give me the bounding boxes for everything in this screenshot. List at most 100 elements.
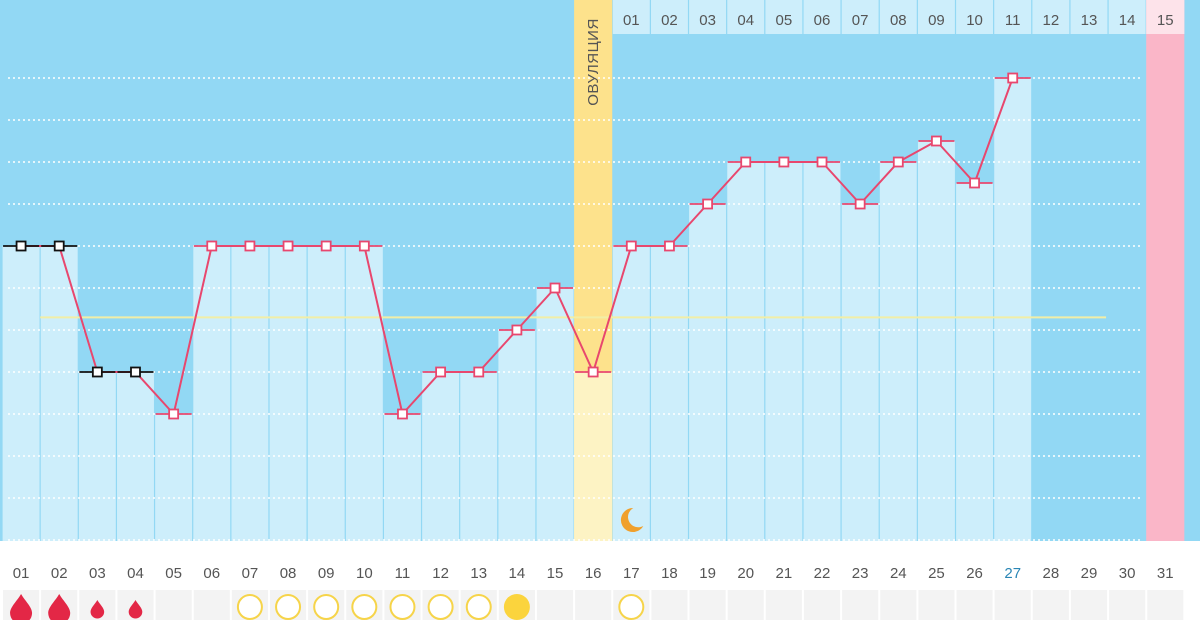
luteal-header-cell (841, 0, 879, 34)
day-label: 02 (51, 565, 68, 582)
luteal-header-cell (917, 0, 955, 34)
data-point (549, 282, 561, 294)
day-label: 05 (165, 565, 182, 582)
day-label: 30 (1119, 565, 1136, 582)
data-point (206, 240, 218, 252)
symptom-cell (1147, 590, 1184, 620)
luteal-day-label: 01 (623, 12, 640, 29)
day-axis: 01 02 03 04 05 06 07 08 09 10 11 12 13 14 15 16 17 18 19 20… (13, 565, 1174, 582)
data-point (130, 366, 141, 378)
day-label: 10 (356, 565, 373, 582)
day-bar (765, 162, 803, 541)
data-point (244, 240, 256, 252)
day-label: 04 (127, 565, 144, 582)
luteal-day-label: 02 (661, 12, 678, 29)
day-label: 28 (1043, 565, 1060, 582)
luteal-day-label: 05 (776, 12, 793, 29)
day-label: 16 (585, 565, 602, 582)
day-bar (307, 246, 345, 541)
luteal-header-cell (956, 0, 994, 34)
luteal-day-label: 09 (928, 12, 945, 29)
luteal-header-cell (1070, 0, 1108, 34)
day-bar (231, 246, 269, 541)
day-label: 18 (661, 565, 678, 582)
day-bar (536, 288, 574, 541)
day-label: 26 (966, 565, 983, 582)
data-point (358, 240, 370, 252)
luteal-header-cell (650, 0, 688, 34)
luteal-day-label: 10 (966, 12, 983, 29)
data-point (931, 135, 942, 147)
day-label: 08 (280, 565, 297, 582)
circle-outline-icon (389, 594, 416, 620)
day-label: 21 (776, 565, 793, 582)
circle-outline-icon (313, 594, 340, 620)
symptom-cell (842, 590, 879, 620)
ovulation-label: ОВУЛЯЦИЯ (585, 18, 602, 106)
day-label: 29 (1081, 565, 1098, 582)
symptom-cell (994, 590, 1031, 620)
day-bar (841, 204, 879, 541)
day-label: 22 (814, 565, 831, 582)
symptom-cell (956, 590, 993, 620)
day-bar (612, 246, 650, 541)
luteal-day-label: 11 (1005, 12, 1021, 29)
data-point (1007, 72, 1019, 84)
luteal-header-cell (803, 0, 841, 34)
day-label: 01 (13, 565, 30, 582)
day-bar (650, 246, 688, 541)
blood-drop-icon (10, 594, 33, 624)
symptom-cell (575, 590, 612, 620)
luteal-header-cell (765, 0, 803, 34)
blood-drop-icon (90, 599, 105, 619)
day-label: 11 (395, 565, 411, 582)
luteal-header-cell (1032, 0, 1070, 34)
symptom-cell (536, 590, 574, 620)
luteal-day-label: 07 (852, 12, 869, 29)
data-point (587, 366, 599, 378)
luteal-header-group: 01 02 03 04 05 06 07 08 09 10 11 12 13 14 15 (612, 0, 1174, 34)
crescent-moon-icon (620, 507, 644, 532)
data-point (625, 240, 637, 252)
day-bar (879, 162, 917, 541)
luteal-day-label: 12 (1043, 12, 1060, 29)
symptom-cell (803, 590, 841, 620)
temperature-line (21, 77, 1014, 415)
circle-outline-icon (427, 594, 454, 620)
data-point (511, 324, 523, 336)
circle-outline-icon (275, 594, 302, 620)
circle-outline-icon (465, 594, 492, 620)
day-bar (345, 246, 383, 541)
data-point (282, 240, 294, 252)
blood-drop-shape (90, 599, 105, 619)
symptom-cell (918, 590, 955, 620)
symptom-cell (651, 590, 688, 620)
luteal-day-label: 04 (737, 12, 754, 29)
day-label: 03 (89, 565, 106, 582)
circle-filled-icon (503, 594, 530, 620)
day-label: 23 (852, 565, 869, 582)
luteal-day-label: 14 (1119, 12, 1136, 29)
data-point (168, 408, 180, 420)
day-bar (269, 246, 307, 541)
day-label: 27 (1004, 565, 1021, 582)
day-bar (917, 141, 955, 541)
day-bar (498, 330, 536, 541)
data-point (664, 240, 675, 252)
symptom-cell (1070, 590, 1108, 620)
data-point (969, 177, 980, 189)
day-bar (193, 246, 231, 541)
period-band (1146, 0, 1185, 541)
day-label: 06 (203, 565, 220, 582)
blood-drop-shape (48, 594, 71, 624)
day-bar (155, 414, 193, 541)
day-bar (384, 414, 421, 541)
data-point (892, 156, 904, 168)
data-point (53, 240, 65, 252)
data-point (15, 240, 27, 252)
day-label: 20 (737, 565, 754, 582)
data-point (740, 156, 752, 168)
data-point (435, 366, 447, 378)
day-label: 25 (928, 565, 945, 582)
blood-drop-icon (48, 594, 71, 624)
